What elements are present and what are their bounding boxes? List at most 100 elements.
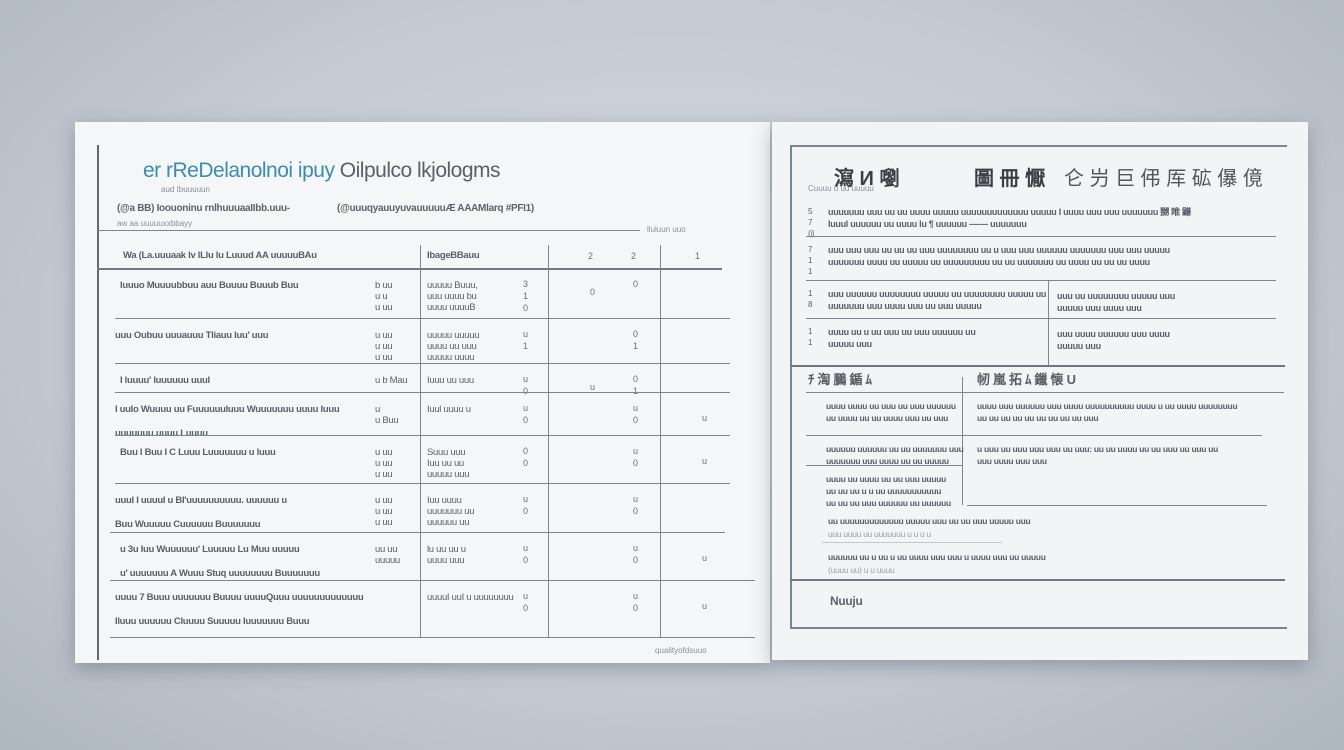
form-text: uuuuuu uuuuuu uu uu uuuuuuu uuu: [826, 444, 964, 454]
row-rule: [115, 392, 730, 393]
row-description: Iluuu uuuuuu Cluuuu Suuuuu Iuuuuuuu Buuu: [115, 616, 310, 627]
form-rule: [806, 280, 1276, 281]
section-rule: [790, 579, 1285, 581]
row-code: uu uu: [375, 544, 398, 555]
row-description: uuuI I uuuuI u BI'uuuuuuuuuu. uuuuuu u: [115, 495, 287, 506]
column-rule: [962, 377, 963, 505]
info-line: (@uuuqyauuyuvauuuuuÆ AAAMlarq #PFI1): [337, 203, 534, 214]
row-description: Iuuuo Muuuubbuu auu Buuuu Buuub Buu: [120, 280, 299, 291]
row-code: uuuuu: [375, 555, 400, 566]
form-text: uuu uuuu uuu uuu: [977, 456, 1047, 466]
note-text: uu uuuuuuuuuuuuu uuuuu uuu uu uu uuu uuu…: [828, 516, 1031, 526]
form-title: 瀉 И 嚠: [834, 168, 900, 190]
form-text: uuuuuuu uuu uu uu uuuu uuuuu uuuuuuuuuuu…: [828, 207, 1191, 217]
form-text: uuuu uu u uu uuu uu uuu uuuuuu uu: [828, 327, 976, 337]
divider: [97, 230, 640, 231]
row-value: u: [702, 413, 708, 423]
row-qty: 3 1 0: [523, 279, 529, 313]
row-value: u: [702, 601, 708, 611]
row-value: 0 1: [633, 329, 639, 351]
row-value: u 0: [633, 446, 639, 468]
form-title: 圖 冊 懨: [974, 168, 1046, 190]
header-col: 1: [695, 251, 701, 261]
header-col: 2: [588, 251, 594, 261]
row-code: u uu: [375, 469, 393, 480]
row-detail: uuuu uuu: [427, 555, 465, 566]
row-detail: uuuuuu uu: [427, 517, 470, 528]
section-rule: [790, 365, 1285, 367]
row-code: u uu: [375, 458, 393, 469]
header-detail: IbageBBauu: [427, 250, 480, 261]
row-detail: Iuu uuuu: [427, 495, 462, 506]
row-value: u: [702, 456, 708, 466]
row-detail: uuuuuuu uu: [427, 506, 475, 517]
column-rule: [548, 245, 549, 637]
row-qty: u 0: [523, 374, 529, 396]
row-description: u' uuuuuuu A Wuuu Stuq uuuuuuuu Buuuuuuu: [120, 568, 320, 579]
row-qty: u 0: [523, 494, 529, 516]
row-rule: [115, 363, 730, 364]
form-text: uu uu uu u u uu uuuuuuuuuuu: [826, 486, 942, 496]
form-text: uuuu uuuu uu uuu uu uuu uuuuuu: [826, 401, 956, 411]
form-rule: [806, 318, 1276, 319]
form-text: uu uu uu uuu uuuuuu uu uuuuuu: [826, 498, 951, 508]
header-col: 2: [631, 251, 637, 261]
row-rule: [115, 435, 730, 436]
row-code: u Buu: [375, 415, 399, 426]
row-code: u uu: [375, 302, 393, 313]
row-qty: 0 0: [523, 446, 529, 468]
document-title: er rReDelanolnoi ipuy Oilpulco lkjologms: [143, 159, 501, 183]
form-rule: [822, 542, 1002, 543]
row-detail: uuu uuuu bu: [427, 291, 477, 302]
section-heading: ﾁ 渹 鵩 鍎 ﾑ: [808, 372, 872, 387]
row-detail: lu uu uu u: [427, 544, 466, 555]
row-value: 0: [590, 287, 596, 297]
row-code: u uu: [375, 495, 393, 506]
form-text: Iuuul uuuuuu uu uuuu lu ¶ uuuuuu -------…: [828, 219, 1027, 229]
form-title: 仑 屶 巨 伄 厍 砿 儤 傹: [1064, 168, 1263, 190]
caption: Cuuuu u uu uuuuu: [808, 184, 874, 193]
row-detail: Iuu uu uu: [427, 458, 464, 469]
row-value: 0 1: [633, 374, 639, 396]
row-value: u: [590, 382, 596, 392]
note-text: (uuuu uu) u u uuuu: [828, 565, 895, 575]
form-text: uuuuu uuu uuuu uuu: [1057, 303, 1142, 313]
row-rule: [110, 580, 755, 581]
left-document-page: er rReDelanolnoi ipuy Oilpulco lkjologms…: [75, 122, 770, 663]
header-rule: [97, 268, 722, 270]
row-code: u uu: [375, 330, 393, 341]
row-code: u b Mau: [375, 375, 408, 386]
title-accent: er rReDelanolnoi ipuy: [143, 159, 335, 182]
form-rule: [806, 435, 962, 436]
row-code: u uu: [375, 341, 393, 352]
form-rule: [806, 465, 962, 466]
row-detail: Iuuu uu uuu: [427, 375, 474, 386]
form-text: uuuuu uuu: [1057, 341, 1101, 351]
row-detail: uuuu uu uuu: [427, 341, 477, 352]
row-code: u u: [375, 291, 388, 302]
form-text: uu uu uu uu uu uu uu uu uu uuu: [977, 413, 1099, 423]
row-description: Buu I Buu I C Luuu Luuuuuuu u luuu: [120, 447, 276, 458]
form-text: uuuuuuu uuu uuuu uu uu uuuuu: [826, 456, 949, 466]
form-frame: [790, 145, 1287, 629]
row-value: u 0: [633, 591, 639, 613]
margin-rule: [97, 145, 99, 660]
row-value: u 0: [633, 543, 639, 565]
section-heading: 㠴 嵐 拓 ﾑ 鑞 懐 U: [977, 372, 1076, 387]
form-rule: [806, 392, 1284, 393]
form-text: uuuu uuu uuuuuu uuu uuuu uuuuuuuuuu uuuu…: [977, 401, 1238, 411]
info-line: (@a BB) Ioouoninu rnlhuuuaaIIbb.uuu-: [117, 203, 290, 214]
row-marker: 5 7 (i): [808, 207, 815, 238]
row-qty: u 0: [523, 591, 529, 613]
note-text: uuuuuu uu u uu u uu uuuu uuu uuu u uuuu …: [828, 552, 1046, 562]
right-document-page: 瀉 И 嚠 圖 冊 懨 仑 屶 巨 伄 厍 砿 儤 傹 Cuuuu u uu u…: [772, 122, 1308, 660]
row-description: u 3u Iuu Wuuuuuu' Luuuuu Lu Muu uuuuu: [120, 544, 300, 555]
row-code: u uu: [375, 506, 393, 517]
form-text: uuuuu uuu: [828, 339, 872, 349]
row-rule: [110, 532, 725, 533]
row-detail: uuuuu Buuu,: [427, 280, 478, 291]
form-rule: [967, 505, 1267, 506]
row-detail: uuuu uuuuB: [427, 302, 476, 313]
form-text: uu uuuu uu uu uuuu uuu uu uuu: [826, 413, 949, 423]
row-detail: uuuuI uuI u uuuuuuuu: [427, 592, 514, 603]
